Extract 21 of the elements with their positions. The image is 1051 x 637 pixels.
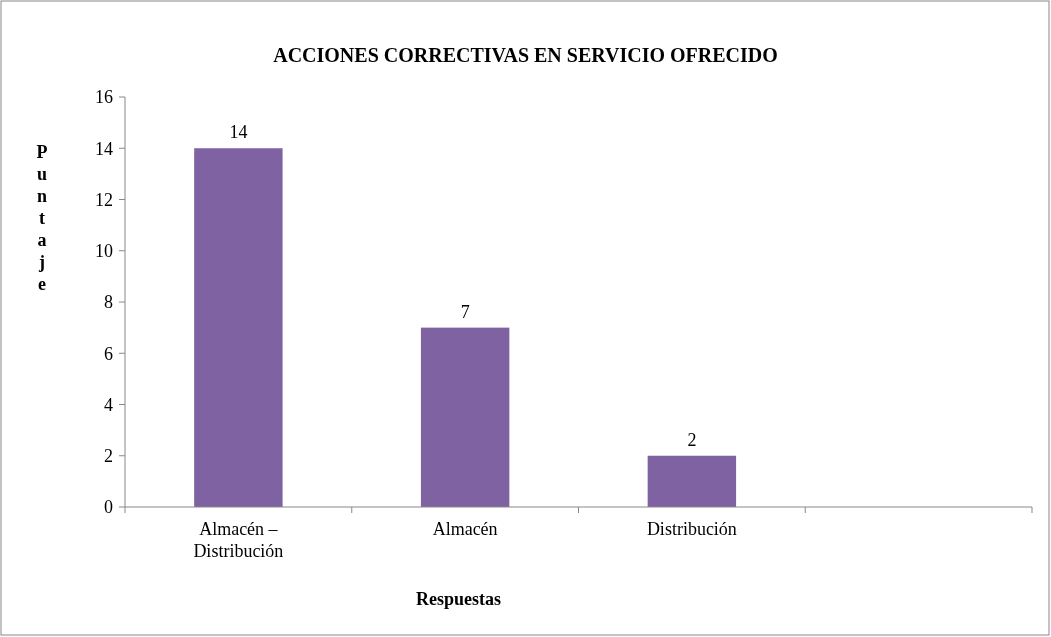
data-label: 14 bbox=[229, 122, 248, 143]
y-tick-label: 16 bbox=[95, 87, 113, 108]
y-tick-label: 10 bbox=[95, 241, 113, 262]
y-tick-label: 4 bbox=[104, 394, 113, 415]
x-axis-title: Respuestas bbox=[415, 589, 502, 609]
data-label: 7 bbox=[460, 301, 470, 322]
bar bbox=[420, 327, 510, 507]
x-tick-label: Distribución bbox=[646, 519, 737, 539]
x-tick-label: Almacén – Distribución bbox=[193, 519, 284, 561]
y-tick-label: 8 bbox=[104, 292, 113, 313]
x-tick-label: Almacén bbox=[432, 519, 498, 539]
y-axis-title: Puntaje bbox=[36, 142, 48, 294]
bar bbox=[194, 148, 283, 507]
y-tick-label: 14 bbox=[95, 138, 113, 159]
chart-title: ACCIONES CORRECTIVAS EN SERVICIO OFRECIDO bbox=[273, 44, 778, 66]
y-tick-label: 6 bbox=[104, 343, 113, 364]
y-tick-label: 2 bbox=[104, 446, 113, 467]
y-tick-label: 0 bbox=[104, 497, 113, 518]
y-tick-label: 12 bbox=[95, 189, 113, 210]
bar bbox=[647, 455, 737, 507]
data-label: 2 bbox=[687, 429, 697, 450]
